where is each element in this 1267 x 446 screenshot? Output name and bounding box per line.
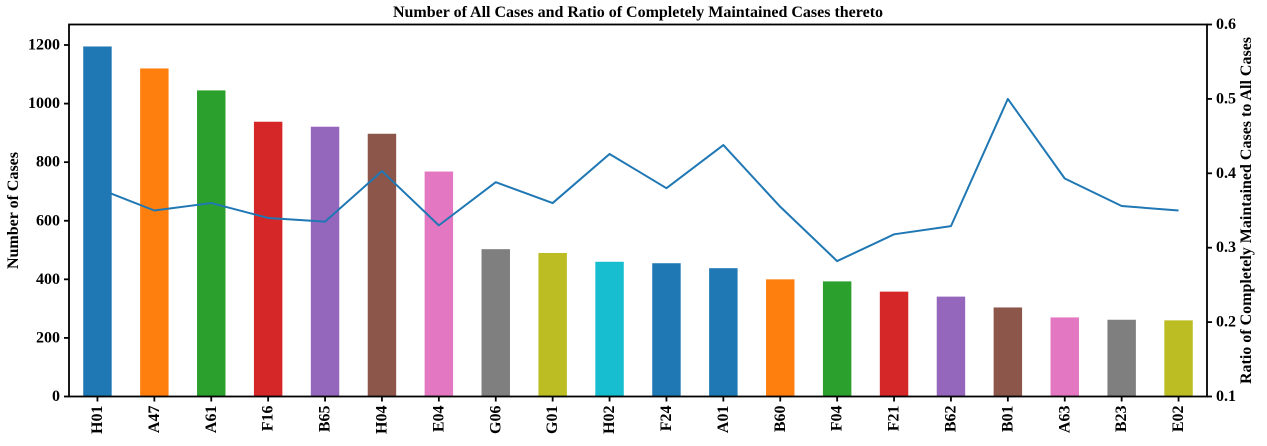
bar-A01	[709, 268, 738, 397]
bar-A63	[1050, 317, 1079, 397]
right-axis-label: Ratio of Completely Maintained Cases to …	[1238, 37, 1255, 384]
plot-border	[68, 23, 1208, 398]
bar-H01	[83, 46, 112, 397]
x-tick-label-F21: F21	[886, 406, 903, 432]
x-tick-label-F04: F04	[829, 406, 846, 432]
x-tick-label-A01: A01	[715, 406, 732, 434]
x-tick-label-B01: B01	[999, 406, 1016, 433]
x-tick-label-B65: B65	[317, 406, 334, 433]
bar-E04	[424, 171, 454, 397]
left-tick-label: 800	[36, 154, 60, 171]
left-tick-label: 600	[36, 212, 60, 229]
x-tick-label-B23: B23	[1113, 406, 1130, 433]
x-tick-label-G01: G01	[544, 406, 561, 434]
bar-E02	[1164, 320, 1193, 397]
bar-F04	[822, 281, 852, 397]
right-tick-label: 0.5	[1216, 90, 1236, 107]
right-tick-label: 0.6	[1216, 16, 1236, 33]
x-tick-label-B62: B62	[942, 406, 959, 433]
bar-H02	[595, 261, 624, 397]
x-tick-label-E04: E04	[430, 406, 447, 433]
bar-B60	[766, 279, 795, 397]
ratio-line	[97, 97, 1179, 263]
bar-F24	[652, 263, 681, 397]
x-tick-label-H02: H02	[601, 406, 618, 434]
x-tick-label-A47: A47	[146, 406, 163, 434]
x-tick-label-A61: A61	[203, 406, 220, 434]
x-tick-label-E02: E02	[1170, 406, 1187, 433]
right-tick-label: 0.2	[1216, 314, 1236, 331]
bar-F16	[253, 121, 283, 397]
bar-A61	[197, 90, 226, 397]
left-tick-label: 0	[52, 388, 60, 405]
right-tick-label: 0.3	[1216, 239, 1236, 256]
x-tick-label-A63: A63	[1056, 406, 1073, 434]
chart-title: Number of All Cases and Ratio of Complet…	[393, 4, 883, 21]
bar-B65	[310, 126, 340, 397]
left-tick-label: 1200	[28, 37, 60, 54]
x-tick-label-F24: F24	[658, 406, 675, 432]
x-tick-label-G06: G06	[487, 406, 504, 434]
right-tick-label: 0.4	[1216, 165, 1236, 182]
x-tick-label-B60: B60	[772, 406, 789, 433]
x-tick-label-H04: H04	[373, 406, 390, 434]
bar-H04	[367, 133, 397, 397]
x-tick-label-F16: F16	[260, 406, 277, 432]
bar-G01	[538, 252, 567, 397]
right-tick-label: 0.1	[1216, 388, 1236, 405]
bar-B23	[1107, 319, 1136, 397]
left-tick-label: 1000	[28, 95, 60, 112]
x-tick-label-H01: H01	[89, 406, 106, 434]
left-axis-label: Number of Cases	[5, 152, 22, 269]
left-tick-label: 200	[36, 329, 60, 346]
bar-B01	[993, 307, 1023, 397]
plot-area: 0 200 400 600 800 1000 1200 0.1 0.2 0.3 0.4 0.5 0.6 H…	[28, 16, 1236, 434]
bar-G06	[481, 249, 510, 397]
bar-A47	[140, 68, 169, 397]
bar-B62	[936, 296, 966, 397]
bar-F21	[879, 291, 909, 397]
left-tick-label: 400	[36, 271, 60, 288]
